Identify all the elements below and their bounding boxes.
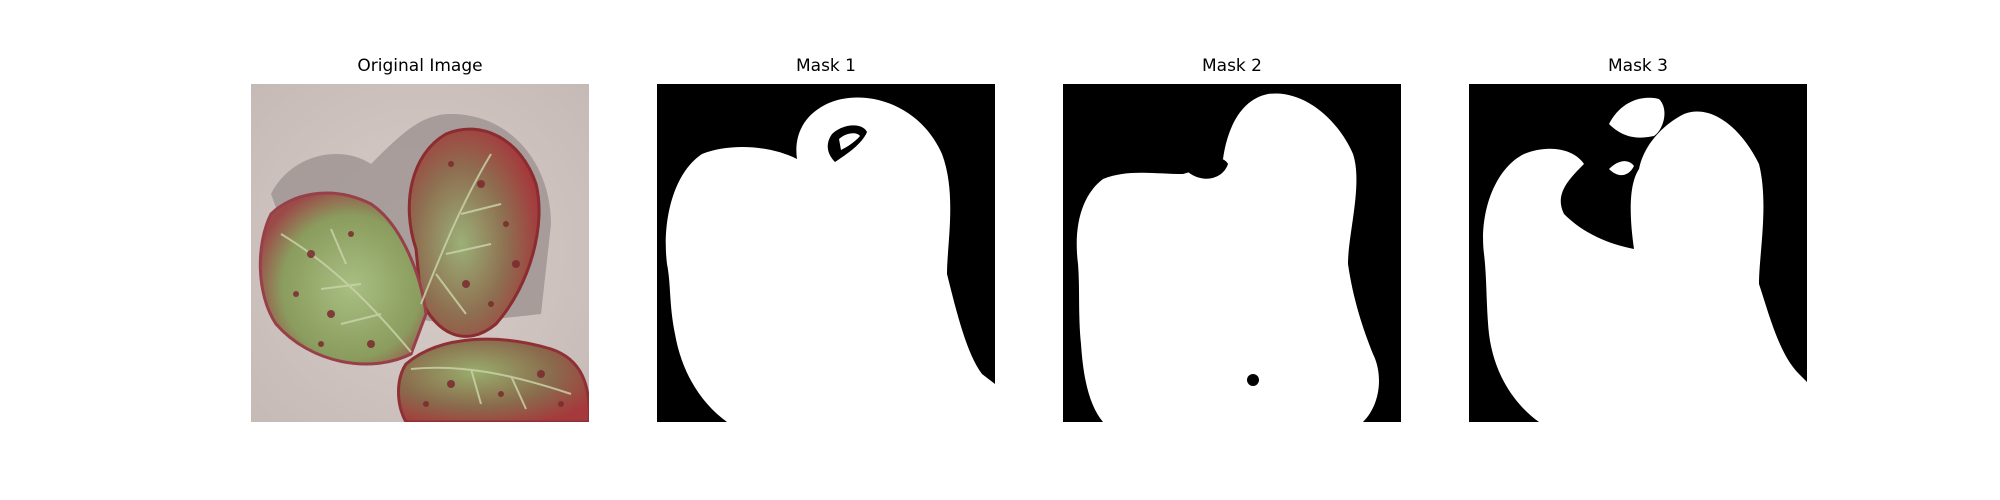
panel-title: Original Image (357, 56, 483, 76)
leaf-photo-svg (251, 84, 589, 422)
mask-3-image (1469, 84, 1807, 422)
mask-3-svg (1469, 84, 1807, 422)
panel-title: Mask 3 (1607, 56, 1668, 76)
mask-2-svg (1063, 84, 1401, 422)
panel-title: Mask 1 (795, 56, 856, 76)
mask-1-svg (657, 84, 995, 422)
original-leaf-photo (251, 84, 589, 422)
mask-2-image (1063, 84, 1401, 422)
panel-title: Mask 2 (1201, 56, 1262, 76)
mask-1-image (657, 84, 995, 422)
